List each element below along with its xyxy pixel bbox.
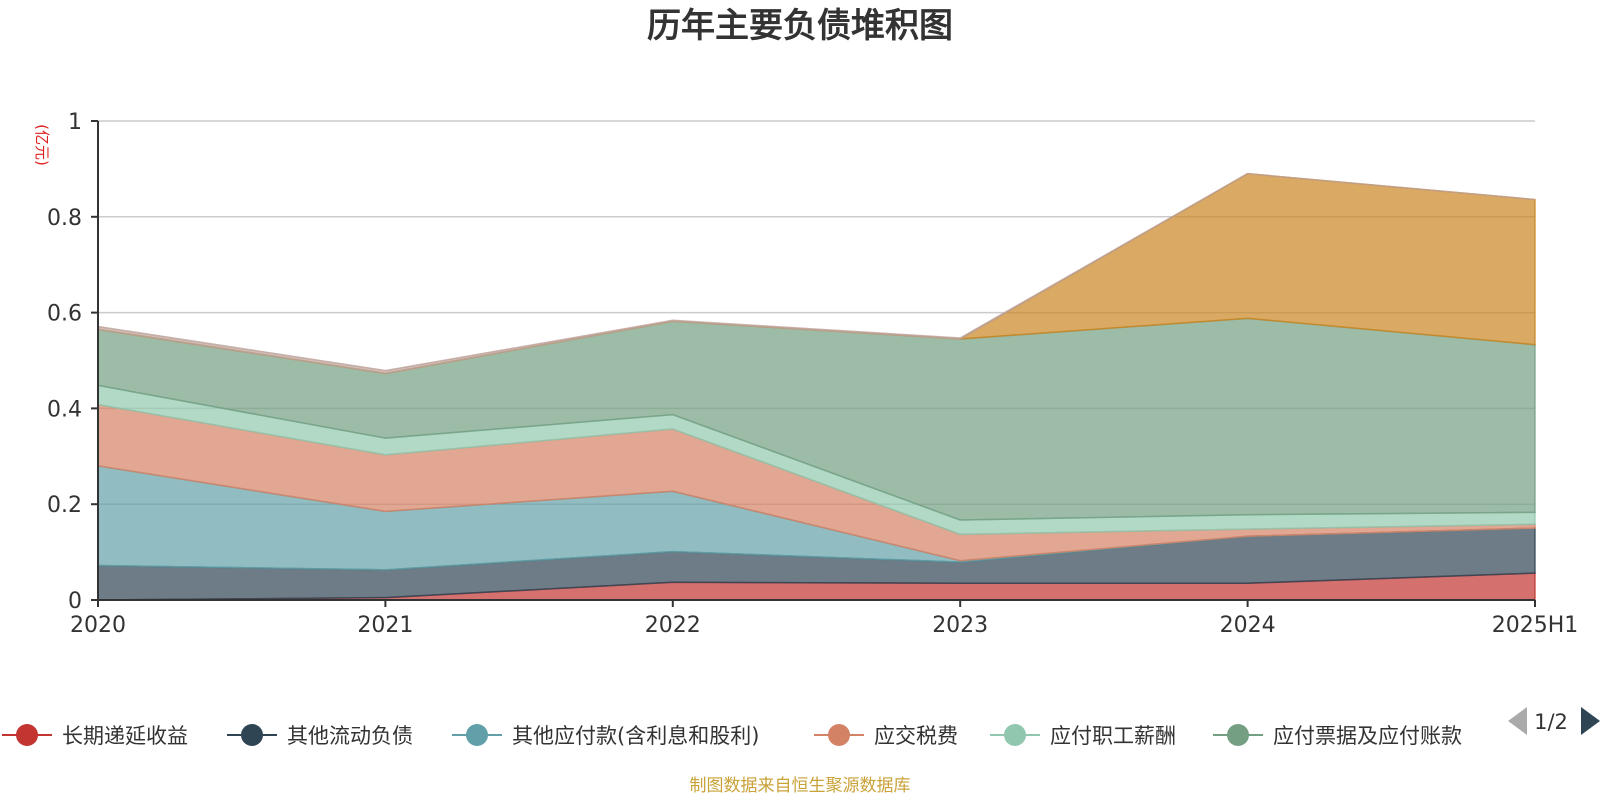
x-tick-label: 2025H1	[1492, 613, 1579, 638]
legend-label: 应付职工薪酬	[1050, 724, 1176, 748]
legend-item[interactable]: 其他流动负债	[227, 724, 413, 748]
legend-label: 其他流动负债	[287, 724, 413, 748]
area-series-7	[97, 172, 1536, 375]
y-tick-label: 0	[68, 589, 82, 614]
stacked-areas	[97, 172, 1536, 601]
x-tick-label: 2021	[357, 613, 413, 638]
legend-item[interactable]: 应交税费	[814, 724, 958, 748]
legend-page-indicator: 1/2	[1534, 710, 1568, 734]
y-unit-label: (亿元)	[33, 124, 51, 166]
axes	[97, 121, 1535, 601]
x-axis-ticks: 2020 2021 2022 2023 2024 2025H1	[70, 600, 1578, 638]
legend-marker-icon	[1004, 724, 1026, 746]
legend-item[interactable]: 应付职工薪酬	[990, 724, 1176, 748]
x-tick-label: 2024	[1220, 613, 1276, 638]
y-tick-label: 0.6	[47, 302, 82, 327]
legend-label: 应付票据及应付账款	[1273, 724, 1462, 748]
legend-label: 长期递延收益	[62, 724, 188, 748]
legend-prev-icon[interactable]	[1508, 707, 1527, 735]
source-note: 制图数据来自恒生聚源数据库	[690, 776, 911, 796]
legend-marker-icon	[241, 724, 263, 746]
y-tick-label: 1	[68, 110, 82, 135]
legend-next-icon[interactable]	[1581, 707, 1600, 735]
x-tick-label: 2023	[932, 613, 988, 638]
legend: 长期递延收益 其他流动负债 其他应付款(含利息和股利) 应交税费 应付职工薪酬 应付票据及…	[2, 724, 1462, 748]
y-tick-label: 0.8	[47, 206, 82, 231]
y-tick-label: 0.4	[47, 397, 82, 422]
legend-marker-icon	[16, 724, 38, 746]
x-tick-label: 2020	[70, 613, 126, 638]
chart-title: 历年主要负债堆积图	[647, 6, 953, 46]
legend-label: 其他应付款(含利息和股利)	[512, 724, 759, 748]
legend-pager: 1/2	[1508, 707, 1600, 735]
legend-marker-icon	[828, 724, 850, 746]
legend-item[interactable]: 长期递延收益	[2, 724, 188, 748]
legend-item[interactable]: 应付票据及应付账款	[1213, 724, 1462, 748]
y-axis-ticks: 0 0.2 0.4 0.6 0.8 1	[47, 110, 98, 614]
x-tick-label: 2022	[645, 613, 701, 638]
legend-item[interactable]: 其他应付款(含利息和股利)	[452, 724, 759, 748]
legend-marker-icon	[466, 724, 488, 746]
legend-marker-icon	[1227, 724, 1249, 746]
y-tick-label: 0.2	[47, 493, 82, 518]
legend-label: 应交税费	[874, 724, 958, 748]
